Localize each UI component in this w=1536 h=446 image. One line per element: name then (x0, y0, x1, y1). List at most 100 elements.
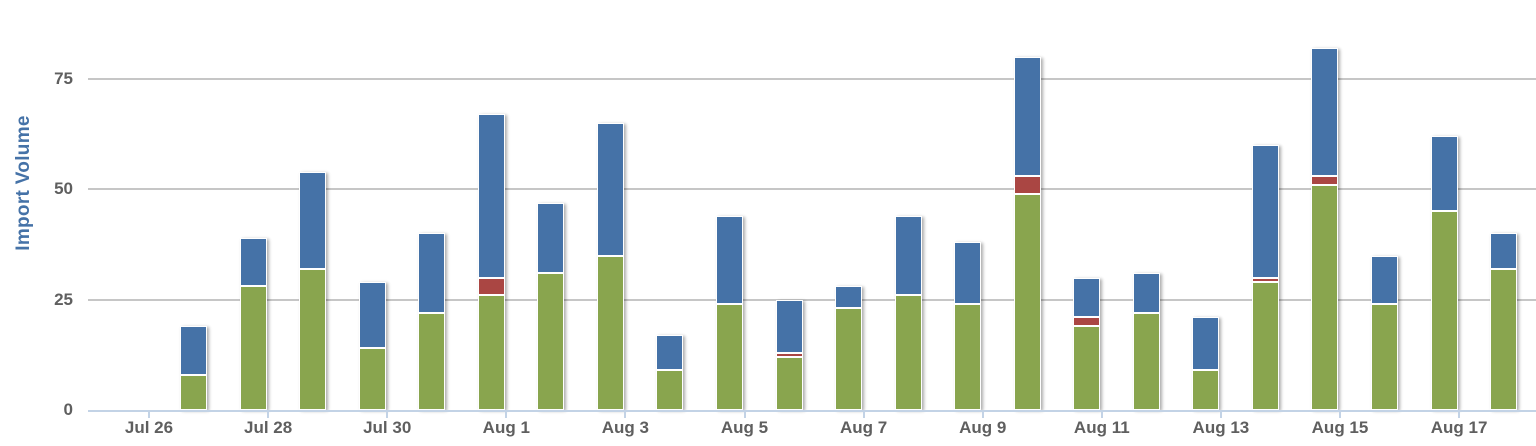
bar-aug-5[interactable] (715, 215, 743, 410)
bar-segment-blue[interactable] (835, 286, 863, 309)
bar-segment-green[interactable] (358, 348, 386, 410)
bar-segment-blue[interactable] (894, 215, 922, 296)
bar-jul-27[interactable] (180, 326, 207, 410)
x-tick-label: Aug 1 (482, 418, 530, 437)
bar-segment-blue[interactable] (537, 202, 565, 274)
bar-aug-15[interactable] (1311, 48, 1339, 410)
bar-aug-16[interactable] (1371, 255, 1398, 410)
bar-segment-blue[interactable] (1251, 145, 1279, 278)
bar-segment-green[interactable] (835, 308, 863, 410)
x-tick-mark (1219, 412, 1222, 418)
bar-segment-green[interactable] (894, 295, 922, 410)
x-tick-label: Jul 30 (363, 418, 412, 437)
bar-jul-28[interactable] (239, 237, 267, 410)
x-tick-label: Jul 28 (243, 418, 293, 437)
bar-segment-green[interactable] (418, 312, 446, 410)
gridline-75 (88, 78, 1536, 80)
bar-segment-blue[interactable] (1371, 255, 1398, 305)
bar-segment-red[interactable] (1251, 277, 1279, 282)
x-tick-mark (862, 412, 865, 418)
gridline-25 (88, 298, 1536, 301)
bar-segment-green[interactable] (954, 304, 982, 410)
bar-aug-3[interactable] (596, 123, 624, 410)
y-tick-label: 0 (63, 400, 73, 419)
bar-aug-10[interactable] (1013, 56, 1041, 410)
x-tick-mark (981, 412, 984, 418)
gridline-50 (88, 188, 1536, 191)
bar-segment-green[interactable] (1311, 184, 1339, 410)
x-tick-label: Aug 9 (959, 418, 1007, 437)
x-tick-label: Aug 7 (839, 418, 888, 437)
bar-aug-17[interactable] (1430, 136, 1458, 410)
bar-aug-1[interactable] (477, 114, 505, 410)
bar-segment-red[interactable] (1311, 176, 1339, 185)
bar-segment-green[interactable] (775, 357, 803, 410)
x-tick-label: Aug 3 (601, 418, 650, 437)
bar-segment-blue[interactable] (239, 237, 267, 287)
x-tick-mark (386, 412, 389, 418)
bar-segment-green[interactable] (1430, 211, 1458, 410)
x-tick-label: Aug 15 (1311, 418, 1369, 437)
bar-jul-30[interactable] (358, 282, 386, 410)
bar-segment-green[interactable] (477, 295, 505, 410)
bar-segment-blue[interactable] (775, 299, 803, 353)
bar-aug-11[interactable] (1073, 277, 1101, 410)
bar-segment-red[interactable] (775, 352, 803, 358)
x-tick-label: Aug 13 (1192, 418, 1250, 437)
bar-segment-blue[interactable] (954, 242, 982, 305)
y-tick-label: 25 (54, 289, 73, 309)
bar-jul-29[interactable] (299, 171, 327, 410)
bar-aug-2[interactable] (537, 202, 565, 410)
bar-aug-18[interactable] (1490, 233, 1518, 410)
x-tick-mark (505, 412, 508, 418)
bar-segment-blue[interactable] (1132, 273, 1160, 313)
bar-segment-green[interactable] (299, 268, 327, 410)
bar-segment-green[interactable] (715, 304, 743, 410)
x-tick-mark (1339, 412, 1341, 418)
bar-segment-blue[interactable] (1490, 233, 1518, 269)
bar-segment-blue[interactable] (596, 123, 624, 256)
bar-aug-8[interactable] (894, 215, 922, 410)
bar-aug-12[interactable] (1132, 273, 1160, 410)
bar-segment-green[interactable] (537, 273, 565, 410)
x-tick-mark (1458, 412, 1461, 418)
bar-segment-blue[interactable] (477, 114, 505, 278)
bar-aug-13[interactable] (1192, 317, 1220, 410)
bar-segment-green[interactable] (1073, 326, 1101, 410)
bar-segment-blue[interactable] (715, 215, 743, 305)
bar-segment-blue[interactable] (1073, 277, 1101, 318)
bar-segment-red[interactable] (1013, 176, 1041, 194)
bar-segment-green[interactable] (656, 370, 684, 410)
bar-aug-6[interactable] (775, 299, 803, 410)
bar-segment-blue[interactable] (1192, 317, 1220, 371)
bar-aug-9[interactable] (954, 242, 982, 410)
bar-aug-14[interactable] (1251, 145, 1279, 410)
bar-segment-green[interactable] (180, 374, 207, 410)
bar-segment-green[interactable] (1490, 268, 1518, 410)
bar-jul-31[interactable] (418, 233, 446, 410)
x-tick-mark (624, 412, 627, 418)
bar-segment-blue[interactable] (1430, 136, 1458, 212)
bar-segment-green[interactable] (1192, 370, 1220, 410)
x-axis-line (88, 410, 1536, 412)
bar-segment-red[interactable] (477, 277, 505, 296)
bar-segment-blue[interactable] (418, 233, 446, 313)
bar-segment-green[interactable] (1132, 312, 1160, 410)
bar-aug-7[interactable] (835, 286, 863, 410)
bar-segment-blue[interactable] (1311, 48, 1339, 177)
bar-segment-green[interactable] (239, 286, 267, 410)
bar-aug-4[interactable] (656, 334, 684, 410)
x-tick-label: Aug 11 (1073, 418, 1130, 437)
bar-segment-green[interactable] (1371, 304, 1398, 410)
bar-segment-blue[interactable] (1013, 56, 1041, 177)
bar-segment-blue[interactable] (299, 171, 327, 269)
bar-segment-green[interactable] (596, 255, 624, 410)
bar-segment-blue[interactable] (656, 334, 684, 371)
bar-segment-red[interactable] (1073, 317, 1101, 327)
bar-segment-blue[interactable] (180, 326, 207, 375)
bar-segment-green[interactable] (1251, 281, 1279, 410)
x-tick-label: Aug 17 (1430, 418, 1488, 437)
bar-segment-blue[interactable] (358, 282, 386, 349)
bar-segment-green[interactable] (1013, 193, 1041, 410)
